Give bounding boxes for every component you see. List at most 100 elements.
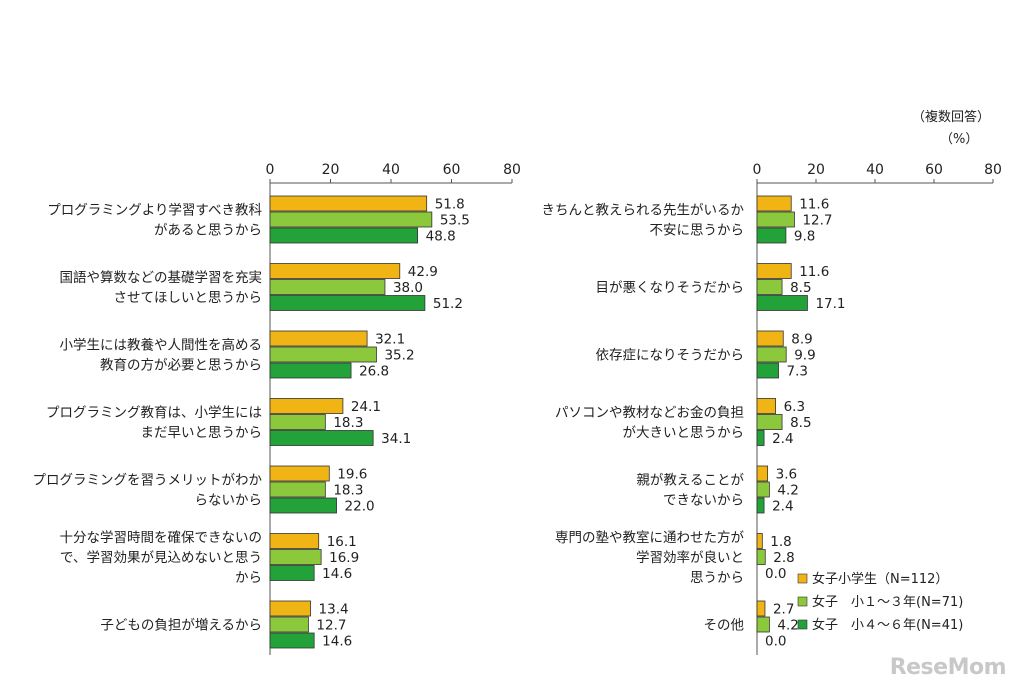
bar	[756, 533, 763, 549]
data-label: 19.6	[337, 467, 367, 483]
category-label: できないから	[663, 493, 744, 509]
data-label: 8.5	[790, 415, 811, 431]
data-label: 16.1	[327, 534, 357, 550]
bar	[756, 330, 784, 347]
bar	[269, 211, 433, 228]
category-label: プログラミングを習うメリットがわか	[33, 473, 263, 489]
data-label: 48.8	[426, 229, 456, 245]
data-label: 24.1	[351, 399, 381, 415]
data-label: 8.9	[791, 332, 812, 348]
data-label: 32.1	[375, 332, 405, 348]
tick-label: 60	[925, 162, 943, 178]
data-label: 11.6	[799, 197, 829, 213]
category-label: その他	[704, 618, 745, 634]
bar	[756, 616, 770, 633]
category-label: 親が教えることが	[636, 473, 744, 489]
data-label: 12.7	[316, 618, 346, 634]
category-label: 国語や算数などの基礎学習を充実	[60, 269, 263, 286]
bar	[756, 211, 795, 228]
bar	[756, 465, 769, 482]
data-label: 7.3	[787, 364, 808, 380]
data-label: 4.2	[777, 483, 798, 499]
data-label: 0.0	[765, 566, 786, 582]
bar	[269, 195, 428, 212]
data-label: 2.4	[772, 499, 793, 515]
legend-swatch	[797, 573, 808, 584]
category-label: プログラミングより学習すべき教科	[47, 203, 262, 219]
category-label: パソコンや教材などお金の負担	[555, 405, 744, 421]
bar	[269, 295, 426, 311]
tick-label: 80	[984, 162, 1002, 178]
data-label: 51.2	[433, 296, 463, 312]
bar	[269, 533, 320, 549]
bar	[756, 497, 765, 514]
category-label: 子どもの負担が増えるから	[100, 618, 262, 634]
data-label: 0.0	[765, 634, 786, 650]
data-label: 14.6	[322, 566, 352, 582]
bar	[269, 430, 374, 446]
tick-label: 0	[753, 162, 762, 178]
data-label: 2.8	[773, 550, 794, 566]
bar	[756, 414, 783, 430]
bar	[756, 549, 766, 565]
data-label: 14.6	[322, 634, 352, 650]
category-label: プログラミング教育は、小学生には	[46, 405, 262, 421]
bar	[269, 414, 326, 430]
category-label: きちんと教えられる先生がいるか	[542, 203, 745, 219]
legend-swatch	[797, 596, 808, 607]
tick-label: 40	[382, 162, 400, 178]
data-label: 9.9	[794, 348, 815, 364]
category-label: 教育の方が必要と思うから	[100, 358, 262, 374]
bar	[269, 398, 344, 414]
category-label: 思うから	[690, 570, 744, 586]
bar	[756, 195, 792, 212]
bar	[269, 465, 330, 482]
bar	[269, 616, 309, 633]
data-label: 12.7	[802, 213, 832, 229]
data-label: 17.1	[815, 296, 845, 312]
data-label: 2.7	[773, 602, 794, 618]
bar	[269, 263, 401, 279]
data-label: 18.3	[333, 483, 363, 499]
multi-answer-note: （複数回答）	[912, 110, 991, 125]
category-label: 目が悪くなりそうだから	[596, 280, 745, 296]
legend-label: 女子小学生（N=112）	[812, 571, 948, 587]
category-label: で、学習効果が見込めないと思う	[60, 550, 262, 566]
data-label: 9.8	[794, 229, 815, 245]
legend-label: 女子 小１～３年(N=71)	[812, 594, 963, 610]
data-label: 13.4	[319, 602, 349, 618]
bar	[756, 263, 792, 279]
bar	[269, 279, 386, 295]
bar	[756, 346, 787, 363]
category-label: 十分な学習時間を確保できないの	[60, 530, 263, 546]
tick-label: 80	[503, 162, 521, 178]
category-label: 学習効率が良いと	[636, 549, 744, 566]
bar	[269, 497, 337, 514]
bar	[269, 362, 352, 379]
bar	[756, 227, 787, 244]
category-label: 依存症になりそうだから	[596, 348, 745, 364]
legend-swatch	[797, 619, 808, 630]
bar	[756, 481, 770, 498]
data-label: 3.6	[776, 467, 797, 483]
bar	[756, 430, 765, 446]
bar	[269, 549, 322, 565]
tick-label: 20	[807, 162, 825, 178]
data-label: 11.6	[799, 264, 829, 280]
data-label: 38.0	[393, 280, 423, 296]
tick-label: 0	[266, 162, 275, 178]
data-label: 8.5	[790, 280, 811, 296]
category-label: らないから	[195, 493, 263, 509]
bar	[756, 295, 808, 311]
category-label: まだ早いと思うから	[141, 425, 263, 441]
bar	[756, 279, 783, 295]
bar	[756, 398, 776, 414]
category-label: させてほしいと思うから	[114, 290, 263, 306]
data-label: 26.8	[359, 364, 389, 380]
category-label: 不安に思うから	[650, 223, 745, 239]
category-label: 小学生には教養や人間性を高める	[60, 337, 263, 354]
data-label: 42.9	[408, 264, 438, 280]
bar	[269, 600, 311, 617]
bar	[269, 565, 315, 581]
